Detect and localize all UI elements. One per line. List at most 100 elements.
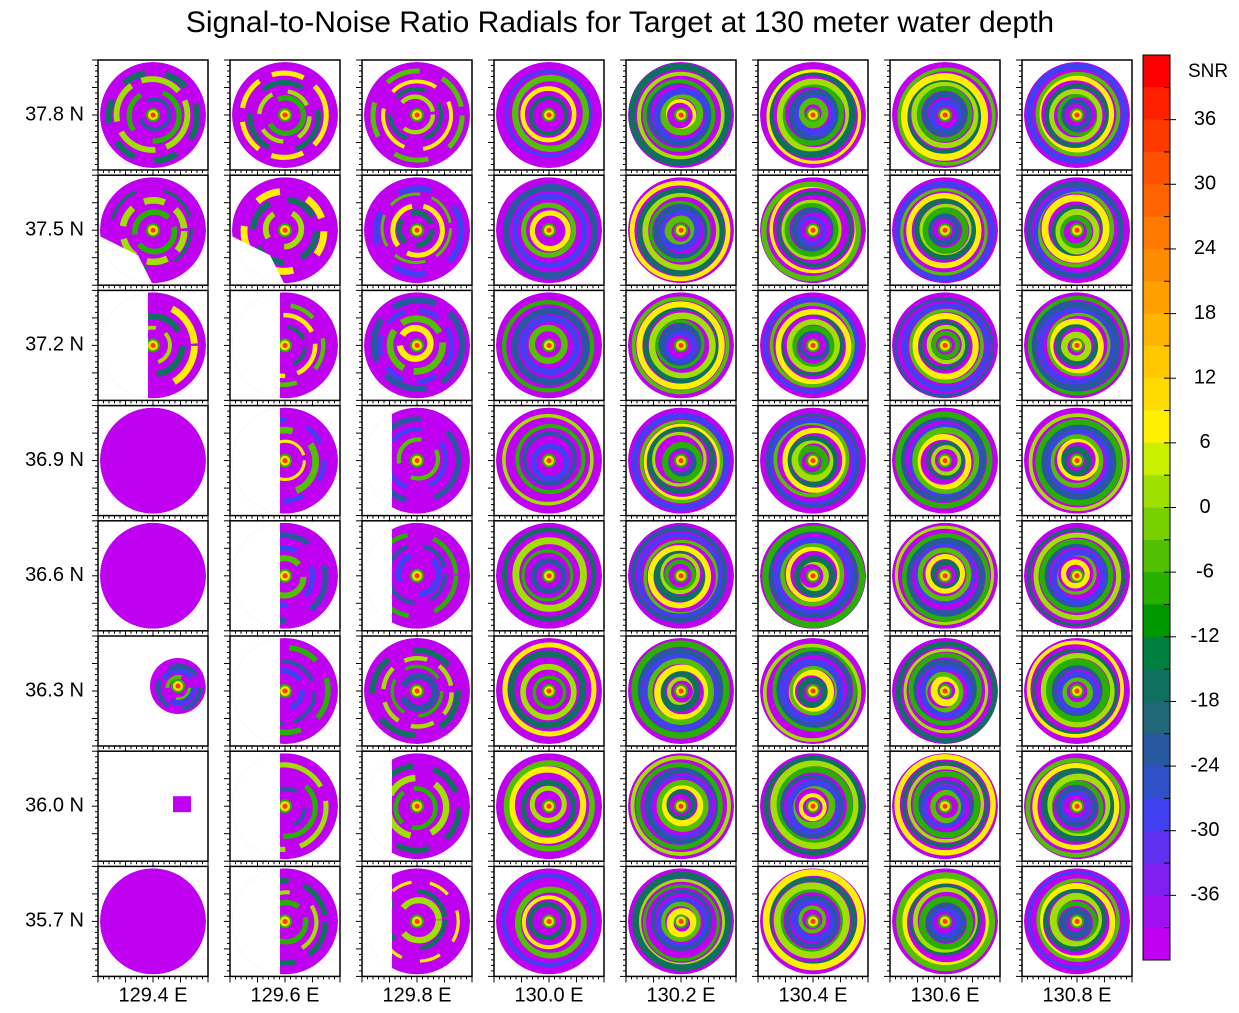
x-label: 129.8 E [383,984,452,1006]
colorbar-segment [1143,508,1170,541]
center-dot [679,919,684,924]
center-dot [151,113,156,118]
center-dot [811,343,816,348]
colorbar-segment [1143,346,1170,379]
radial-panel [892,408,998,514]
radial-panel [496,868,602,974]
panel-frame [98,751,208,861]
center-dot [415,919,420,924]
radial-panel [628,62,734,168]
colorbar-segment [1143,475,1170,508]
radial-panel [760,177,866,283]
center-dot [1075,573,1080,578]
colorbar-tick-label: 12 [1194,366,1216,388]
radial-panel [496,638,602,744]
center-dot [415,343,420,348]
center-dot [547,113,552,118]
center-dot [679,343,684,348]
radial-panel [628,523,734,629]
radial-panel [100,868,206,974]
radial-panel [1024,177,1130,283]
center-dot [811,458,816,463]
radial-panel [760,753,866,859]
colorbar-segment [1143,120,1170,153]
colorbar-segment [1143,831,1170,864]
radial-panel [628,638,734,744]
radial-panel [98,177,206,285]
colorbar-segment [1143,249,1170,282]
center-dot [415,573,420,578]
colorbar-tick-label: -24 [1191,754,1220,776]
colorbar-tick-label: -6 [1196,560,1214,582]
radial-panel [892,62,998,168]
x-label: 130.2 E [647,984,716,1006]
center-dot [679,804,684,809]
chart: Signal-to-Noise Ratio Radials for Target… [0,0,1239,1008]
mask [230,636,280,746]
radial-panel [628,177,734,283]
radial-panel [628,292,734,398]
colorbar-tick-label: 30 [1194,173,1216,195]
colorbar-segment [1143,281,1170,314]
colorbar-segment [1143,798,1170,831]
radial-panel [364,638,470,744]
colorbar-segment [1143,314,1170,347]
radial-panel [496,523,602,629]
radial-panel [362,521,470,631]
radial-panel [1024,753,1130,859]
y-label: 37.5 N [25,218,84,240]
radial-panel [362,751,470,861]
center-dot [679,689,684,694]
radial-panel [362,866,470,976]
center-dot [811,919,816,924]
mask [362,521,392,631]
colorbar-segment [1143,928,1170,961]
x-label: 130.6 E [911,984,980,1006]
radial-panel [98,290,206,400]
colorbar-segment [1143,863,1170,896]
colorbar-tick-label: 6 [1199,431,1210,453]
x-label: 130.8 E [1043,984,1112,1006]
disk [100,523,206,629]
radial-panel [1024,292,1130,398]
center-dot [151,343,156,348]
center-dot [1075,113,1080,118]
disk [100,868,206,974]
colorbar-segment [1143,637,1170,670]
colorbar-tick-label: -18 [1191,690,1220,712]
center-dot [283,573,288,578]
radial-panel [364,292,470,398]
radial-panel [496,177,602,283]
mask [230,866,280,976]
colorbar-segment [1143,540,1170,573]
radial-panel [496,753,602,859]
radial-panel [364,62,470,168]
center-dot [679,113,684,118]
colorbar-segment [1143,572,1170,605]
radial-panel [628,753,734,859]
x-label: 130.4 E [779,984,848,1006]
radial-panel [760,62,866,168]
radial-panel [232,62,338,168]
colorbar-segment [1143,701,1170,734]
center-dot [943,573,948,578]
radial-panel [892,753,998,859]
radial-panel [760,523,866,629]
colorbar-tick-label: -36 [1191,884,1220,906]
center-dot [943,343,948,348]
y-label: 37.2 N [25,334,84,356]
center-dot [547,804,552,809]
center-dot [1075,689,1080,694]
mask [362,866,392,976]
radial-panel [1024,868,1130,974]
chart-title: Signal-to-Noise Ratio Radials for Target… [186,6,1054,39]
radial-panel [1024,62,1130,168]
mask [98,290,148,400]
center-dot [283,113,288,118]
disk [100,408,206,514]
center-dot [415,458,420,463]
center-dot [811,689,816,694]
colorbar-segment [1143,87,1170,120]
center-dot [943,689,948,694]
radial-panel [628,408,734,514]
